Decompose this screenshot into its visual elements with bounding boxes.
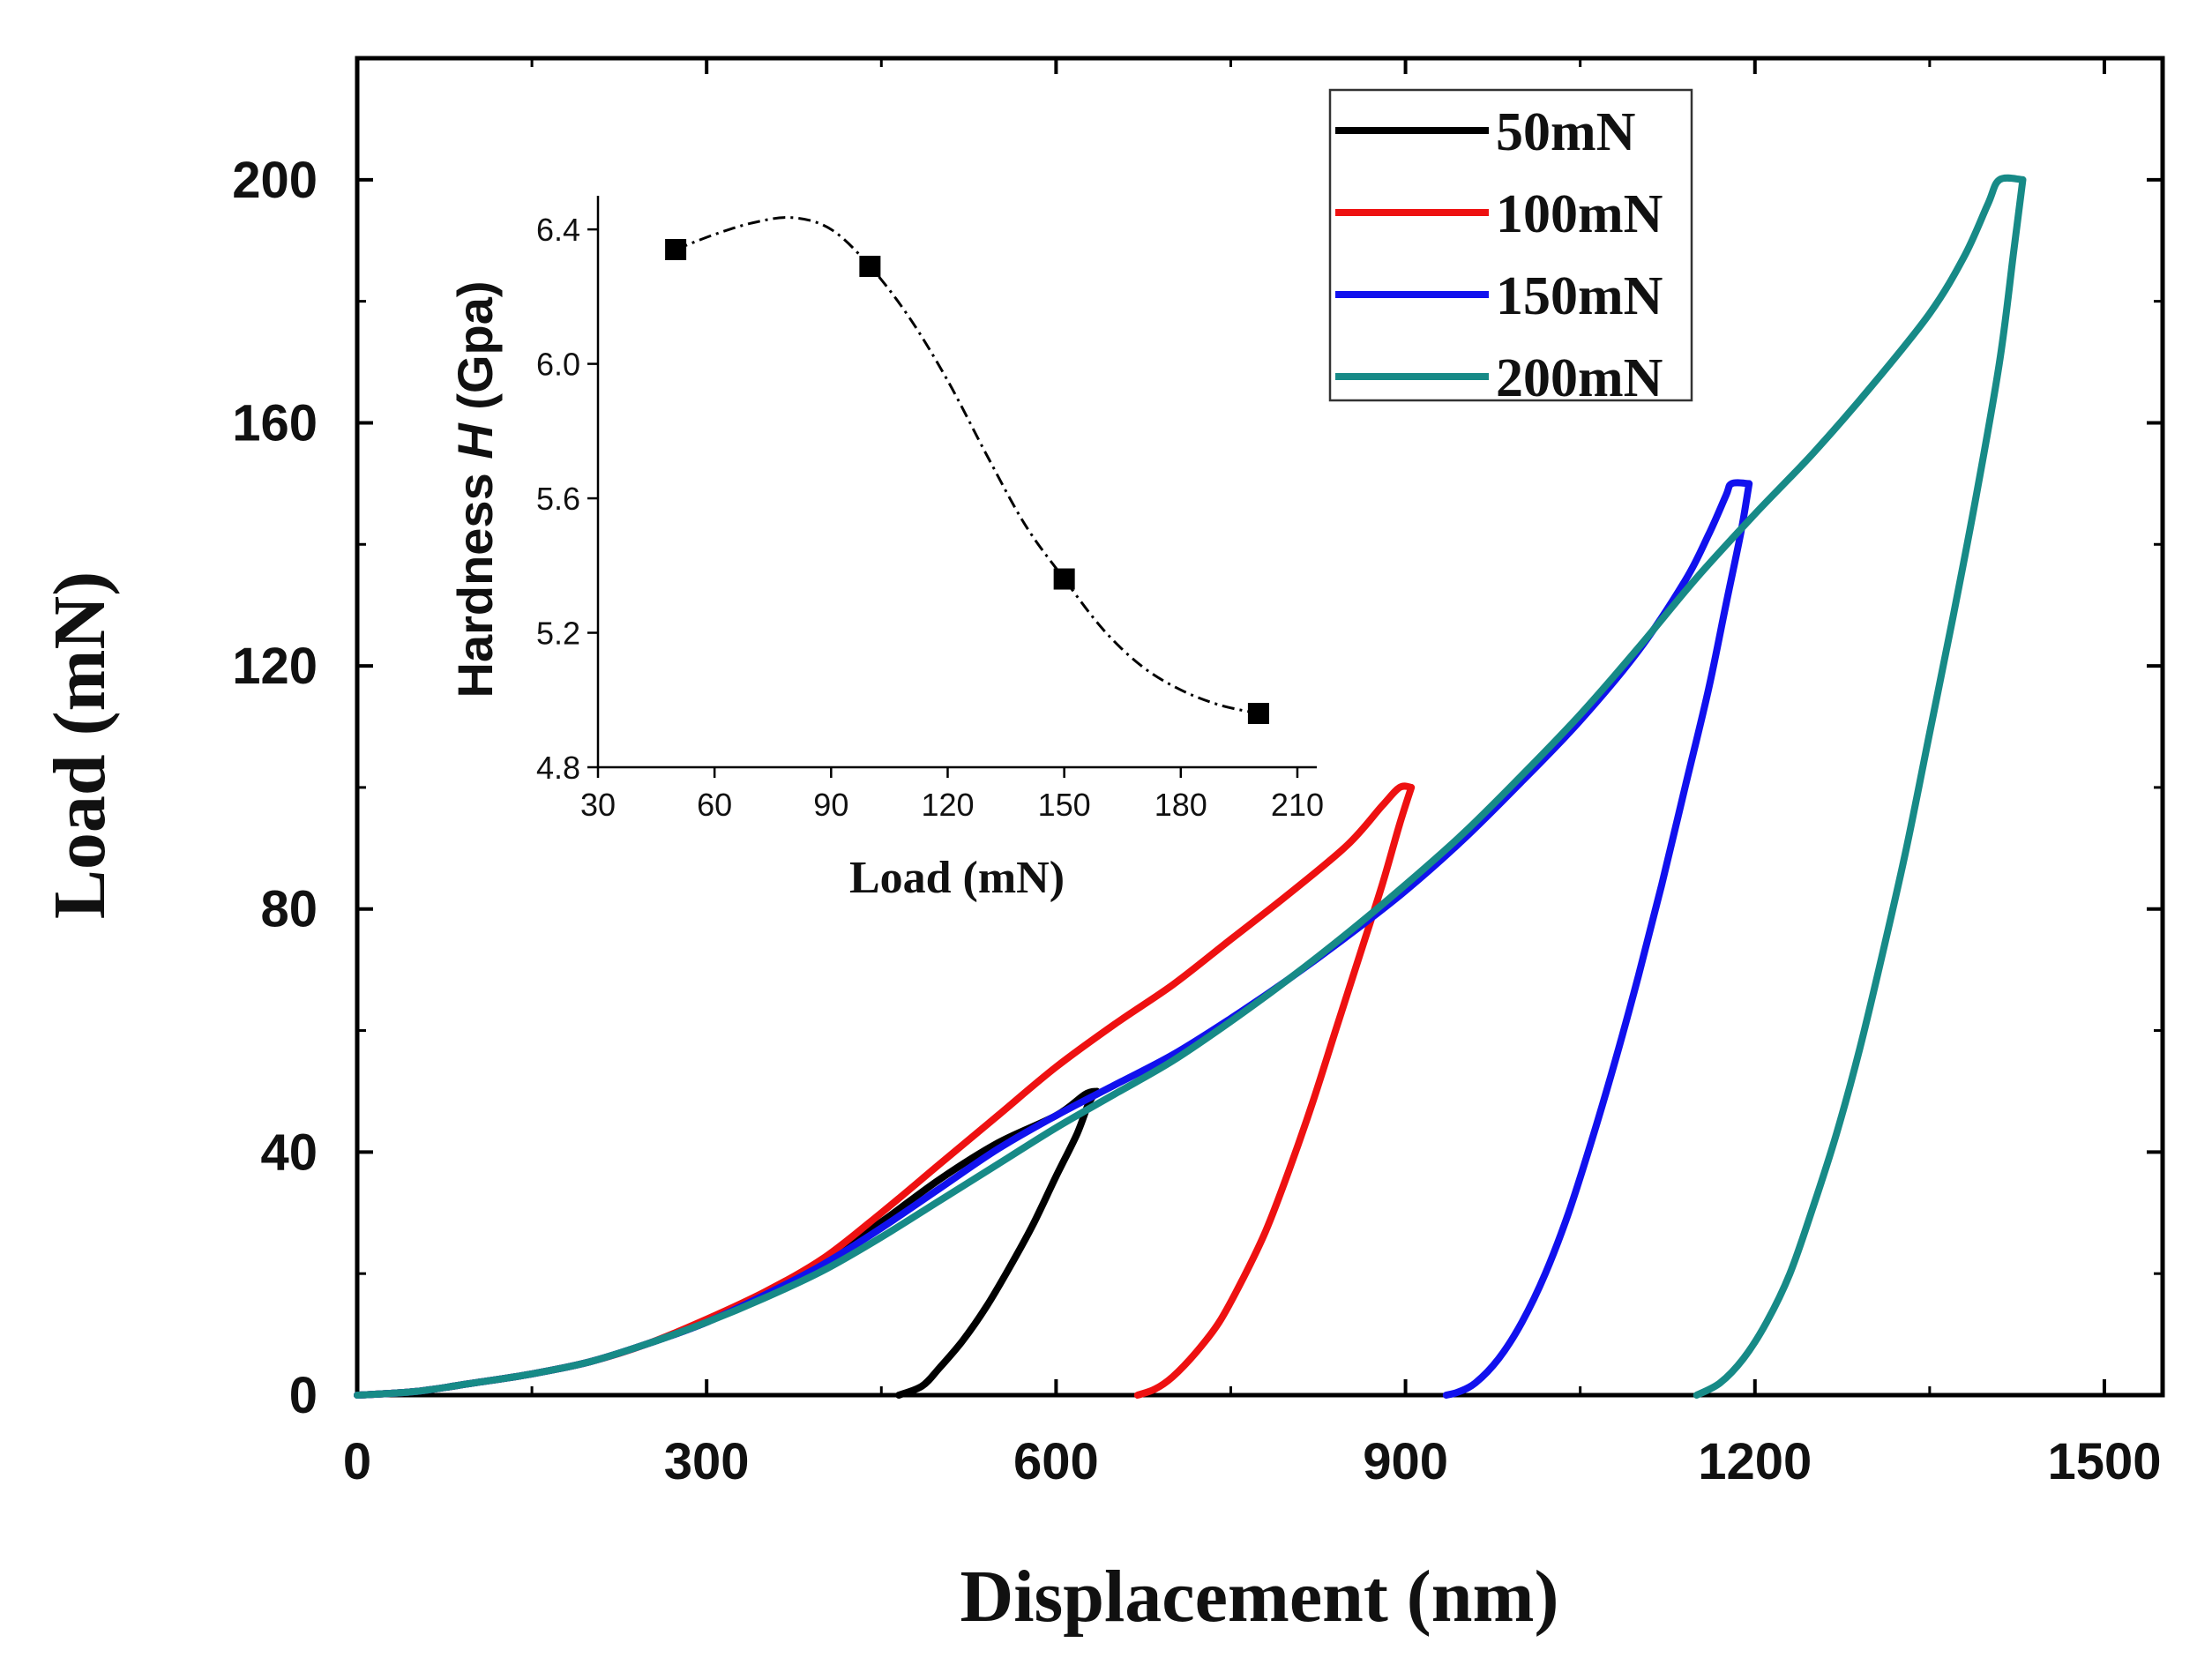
- y-tick-label: 0: [289, 1367, 318, 1424]
- legend: 50mN 100mN 150mN 200mN: [1328, 88, 1693, 408]
- inset-y-tick-label: 5.6: [536, 481, 580, 517]
- main-plot-frame: [355, 56, 2165, 1398]
- x-tick-label: 900: [1363, 1433, 1448, 1490]
- inset-fit-curve: [675, 216, 1259, 715]
- y-tick-label: 80: [260, 881, 318, 938]
- inset-y-tick-label: 6.0: [536, 347, 580, 383]
- inset-data-point: [859, 256, 881, 278]
- inset-x-tick-label: 60: [697, 787, 732, 823]
- inset-x-tick-label: 30: [580, 787, 616, 823]
- inset-x-tick-label: 120: [921, 787, 974, 823]
- inset-y-title-prefix: Hardness: [447, 459, 503, 698]
- inset-x-tick-label: 180: [1155, 787, 1207, 823]
- x-tick-label: 600: [1013, 1433, 1099, 1490]
- inset-axis-ticks: 30 60 90 120 150 180 210 4.8 5.2 5.6 6.0 6.4: [536, 212, 1324, 823]
- inset-hardness-plot: 30 60 90 120 150 180 210 4.8 5.2 5.6 6.0 6.4 Load (…: [447, 196, 1324, 903]
- series-50mn-curve: [354, 1087, 1101, 1399]
- x-tick-label: 300: [664, 1433, 750, 1490]
- inset-data-point: [665, 238, 687, 260]
- inset-y-title-symbol: H: [447, 422, 503, 459]
- inset-y-axis-title: Hardness H (Gpa): [447, 280, 503, 698]
- inset-y-tick-label: 6.4: [536, 212, 580, 248]
- y-tick-label: 120: [232, 638, 318, 695]
- inset-points-group: [665, 238, 1269, 725]
- legend-label-200mn: 200mN: [1496, 348, 1663, 408]
- inset-data-point: [1053, 568, 1075, 590]
- x-tick-label: 1500: [2047, 1433, 2161, 1490]
- y-tick-label: 40: [260, 1124, 318, 1181]
- series-200mn-curve: [354, 174, 2027, 1399]
- y-tick-label: 160: [232, 394, 318, 452]
- inset-x-axis-title: Load (mN): [849, 853, 1065, 903]
- inset-x-tick-label: 210: [1271, 787, 1324, 823]
- x-axis-title: Displacement (nm): [960, 1556, 1559, 1638]
- inset-x-tick-label: 150: [1038, 787, 1091, 823]
- legend-box: [1328, 88, 1693, 402]
- x-tick-label: 0: [343, 1433, 371, 1490]
- legend-label-150mn: 150mN: [1496, 266, 1663, 326]
- inset-data-point: [1247, 703, 1269, 725]
- y-tick-label: 200: [232, 152, 318, 209]
- inset-y-tick-label: 4.8: [536, 750, 580, 786]
- main-series-group: [354, 174, 2027, 1399]
- inset-y-tick-label: 5.2: [536, 616, 580, 652]
- x-tick-label: 1200: [1698, 1433, 1812, 1490]
- inset-x-tick-label: 90: [813, 787, 848, 823]
- y-axis-title: Load (mN): [39, 571, 121, 919]
- legend-label-50mn: 50mN: [1496, 102, 1635, 162]
- main-axis-ticks: 0 300 600 900 1200 1500 0 40 80 120 160 200: [232, 58, 2163, 1490]
- inset-plot-frame: [598, 196, 1317, 767]
- legend-label-100mn: 100mN: [1496, 184, 1663, 244]
- inset-y-title-suffix: (Gpa): [447, 280, 503, 423]
